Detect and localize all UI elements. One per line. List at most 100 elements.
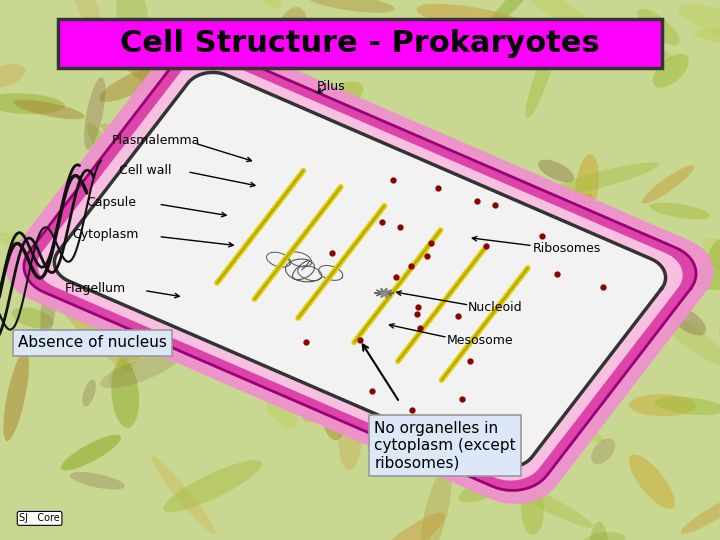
Ellipse shape [258,258,305,277]
Ellipse shape [163,460,262,512]
Ellipse shape [649,202,711,219]
Ellipse shape [160,273,258,310]
Text: Ribosomes: Ribosomes [533,242,601,255]
Ellipse shape [101,124,156,153]
Text: Plasmalemma: Plasmalemma [112,134,200,147]
Ellipse shape [82,380,96,406]
Ellipse shape [0,64,25,87]
Ellipse shape [266,397,297,429]
Ellipse shape [538,160,574,182]
Ellipse shape [0,232,64,252]
Text: Pilus: Pilus [317,80,346,93]
Ellipse shape [105,222,166,242]
Ellipse shape [539,162,659,198]
Text: Nucleoid: Nucleoid [468,301,523,314]
Ellipse shape [192,235,264,256]
Ellipse shape [4,350,29,441]
Ellipse shape [529,194,593,273]
Ellipse shape [685,267,720,291]
Polygon shape [38,60,682,480]
Ellipse shape [162,37,192,102]
Text: Flagellum: Flagellum [65,282,126,295]
Ellipse shape [575,154,599,219]
Ellipse shape [420,468,451,540]
Ellipse shape [708,235,720,269]
Ellipse shape [367,513,445,540]
Ellipse shape [90,24,167,74]
Text: Cytoplasm: Cytoplasm [72,228,138,241]
Ellipse shape [167,319,193,350]
Ellipse shape [302,384,373,422]
Ellipse shape [84,77,105,150]
Ellipse shape [99,66,166,102]
Ellipse shape [372,120,468,181]
Ellipse shape [498,477,593,528]
Ellipse shape [486,0,545,31]
Polygon shape [24,50,696,490]
Ellipse shape [678,4,720,40]
Ellipse shape [338,402,363,470]
Ellipse shape [276,7,306,50]
Ellipse shape [319,82,364,113]
Ellipse shape [151,456,216,535]
Ellipse shape [307,0,395,13]
Ellipse shape [416,4,536,36]
Ellipse shape [218,0,282,8]
Ellipse shape [526,39,556,119]
Ellipse shape [56,296,133,372]
Ellipse shape [719,322,720,363]
Ellipse shape [40,270,57,340]
Ellipse shape [521,0,599,36]
Ellipse shape [629,394,696,416]
Ellipse shape [119,329,184,362]
Ellipse shape [320,370,348,441]
Ellipse shape [658,313,720,367]
Ellipse shape [429,141,462,216]
Ellipse shape [59,0,102,34]
Ellipse shape [338,340,388,358]
Ellipse shape [120,145,182,159]
Ellipse shape [637,9,680,45]
Polygon shape [7,37,713,503]
Ellipse shape [587,522,609,540]
Text: Absence of nucleus: Absence of nucleus [18,335,167,350]
Ellipse shape [582,532,626,540]
Text: Capsule: Capsule [86,196,136,209]
Ellipse shape [392,370,456,420]
Ellipse shape [459,474,514,503]
Ellipse shape [521,483,544,535]
Ellipse shape [402,181,474,212]
Text: SJ   Core: SJ Core [19,514,60,523]
Ellipse shape [60,435,121,470]
Ellipse shape [680,492,720,534]
Polygon shape [55,72,665,468]
Ellipse shape [117,0,148,38]
Text: Mesosome: Mesosome [446,334,513,347]
Ellipse shape [670,307,706,335]
Ellipse shape [353,358,396,387]
Ellipse shape [0,93,65,114]
Ellipse shape [590,36,673,62]
Ellipse shape [469,384,499,442]
Ellipse shape [591,438,616,464]
Ellipse shape [14,99,84,119]
Ellipse shape [87,124,130,184]
FancyBboxPatch shape [58,19,662,68]
Ellipse shape [163,240,186,276]
Ellipse shape [261,332,277,377]
Text: No organelles in
cytoplasm (except
ribosomes): No organelles in cytoplasm (except ribos… [374,421,516,470]
Ellipse shape [70,472,125,489]
Ellipse shape [308,313,376,386]
Ellipse shape [336,413,381,442]
Ellipse shape [652,54,689,87]
Ellipse shape [109,313,168,383]
Ellipse shape [567,271,640,287]
Ellipse shape [12,307,54,328]
Ellipse shape [642,165,694,204]
Ellipse shape [69,218,92,275]
Ellipse shape [629,455,675,509]
Ellipse shape [112,360,139,428]
Text: Cell wall: Cell wall [119,164,171,177]
Ellipse shape [654,397,720,415]
Ellipse shape [100,353,180,388]
